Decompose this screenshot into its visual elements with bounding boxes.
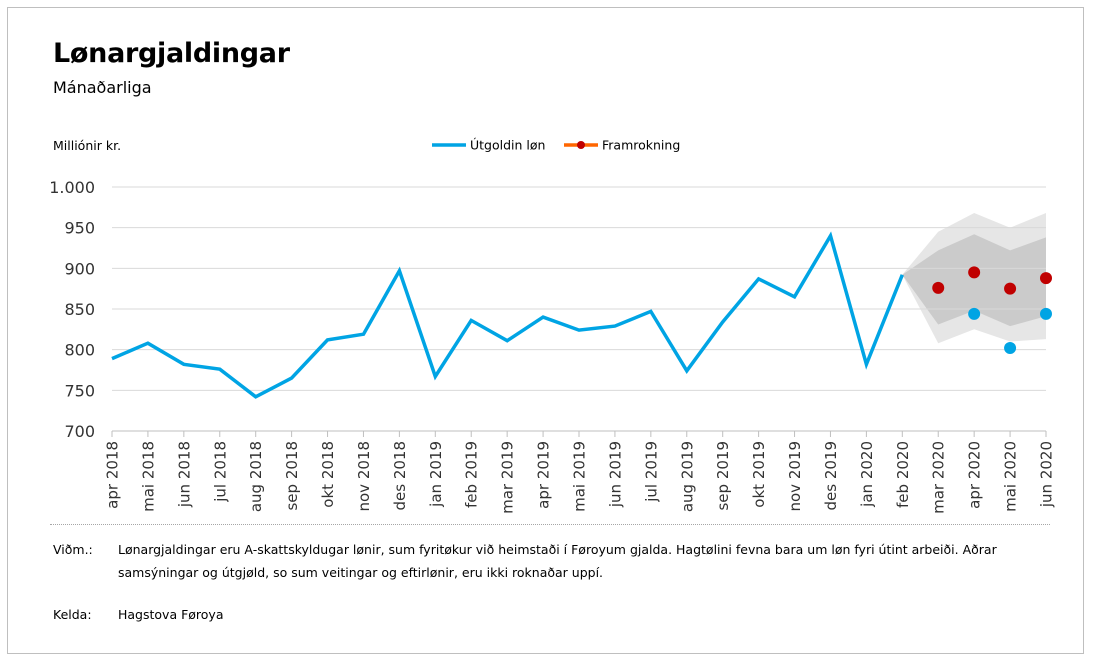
- x-tick-label-mai-2020: mai 2020: [1002, 441, 1020, 512]
- series-lines: [111, 231, 904, 399]
- y-tick-label-1000: 1.000: [49, 178, 95, 197]
- source-text: Hagstova Føroya: [118, 607, 224, 622]
- legend-swatch-framrokning-dot: [577, 141, 585, 149]
- x-tick-label-jan-2019: jan 2019: [427, 441, 445, 508]
- point-utgoldin-lon-mai-2020: [1004, 342, 1017, 355]
- y-tick-label-700: 700: [64, 422, 95, 441]
- x-tick-label-mar-2020: mar 2020: [930, 441, 948, 514]
- x-tick-label-mai-2019: mai 2019: [571, 441, 589, 512]
- legend: Útgoldin løn Framrokning: [432, 138, 680, 153]
- gridlines: [111, 186, 1047, 437]
- chart-frame: [7, 7, 1084, 654]
- x-tick-label-sep-2019: sep 2019: [714, 441, 732, 511]
- legend-label-utgoldin-lon: Útgoldin løn: [470, 138, 545, 153]
- point-framrokning-jun-2020: [1040, 272, 1052, 285]
- point-framrokning-apr-2020: [968, 266, 981, 279]
- forecast-band-inner: [902, 234, 1046, 327]
- point-utgoldin-lon-apr-2020: [968, 307, 981, 320]
- note-line-1: Lønargjaldingar eru A-skattskyldugar løn…: [118, 542, 997, 557]
- point-framrokning-mai-2020: [1004, 282, 1017, 295]
- x-tick-label-jan-2020: jan 2020: [858, 441, 876, 508]
- series-line-utgoldin-lon: [111, 231, 904, 399]
- x-tick-label-jun-2020: jun 2020: [1038, 441, 1056, 508]
- legend-item-framrokning: Framrokning: [564, 138, 680, 153]
- note-line-2: samsýningar og útgjøld, so sum veitingar…: [118, 565, 604, 580]
- x-tick-label-mai-2018: mai 2018: [139, 441, 157, 512]
- legend-label-framrokning: Framrokning: [602, 138, 680, 153]
- x-tick-label-nov-2019: nov 2019: [786, 441, 804, 512]
- point-utgoldin-lon-jun-2020: [1040, 307, 1052, 320]
- note-label: Viðm.:: [53, 542, 93, 557]
- x-tick-label-mar-2019: mar 2019: [499, 441, 517, 514]
- x-tick-label-jun-2018: jun 2018: [175, 441, 193, 508]
- y-tick-label-850: 850: [64, 300, 95, 319]
- y-axis-label: Milliónir kr.: [53, 138, 121, 153]
- x-tick-label-des-2018: des 2018: [391, 441, 409, 511]
- x-tick-label-apr-2020: apr 2020: [966, 441, 984, 509]
- x-tick-label-feb-2020: feb 2020: [894, 441, 912, 508]
- y-tick-label-800: 800: [64, 341, 95, 360]
- x-tick-label-sep-2018: sep 2018: [283, 441, 301, 511]
- y-tick-label-950: 950: [64, 219, 95, 238]
- chart-title: Lønargjaldingar: [53, 38, 290, 69]
- y-tick-labels: 700 750 800 850 900 950 1.000: [49, 178, 95, 441]
- chart-subtitle: Mánaðarliga: [53, 78, 152, 97]
- footer-divider: [50, 524, 1050, 525]
- x-tick-label-jul-2018: jul 2018: [211, 441, 229, 503]
- x-tick-label-feb-2019: feb 2019: [463, 441, 481, 508]
- note-text: Lønargjaldingar eru A-skattskyldugar løn…: [118, 538, 1018, 584]
- x-tick-label-apr-2018: apr 2018: [104, 441, 122, 509]
- x-tick-label-jun-2019: jun 2019: [606, 441, 624, 508]
- series-points: [932, 266, 1052, 355]
- x-tick-label-jul-2019: jul 2019: [642, 441, 660, 503]
- y-tick-label-900: 900: [64, 259, 95, 278]
- source-label: Kelda:: [53, 607, 92, 622]
- x-tick-label-aug-2018: aug 2018: [247, 441, 265, 512]
- point-framrokning-mar-2020: [932, 281, 945, 294]
- x-tick-label-aug-2019: aug 2019: [678, 441, 696, 512]
- y-tick-label-750: 750: [64, 381, 95, 400]
- x-tick-label-okt-2018: okt 2018: [319, 441, 337, 508]
- legend-item-utgoldin-lon: Útgoldin løn: [432, 138, 545, 153]
- x-tick-label-okt-2019: okt 2019: [750, 441, 768, 508]
- x-tick-label-des-2019: des 2019: [822, 441, 840, 511]
- x-tick-label-nov-2018: nov 2018: [355, 441, 373, 512]
- chart-plot: 700 750 800 850 900 950 1.000 apr 2018 mai 2018…: [49, 138, 1056, 514]
- x-tick-label-apr-2019: apr 2019: [535, 441, 553, 509]
- x-tick-labels: apr 2018 mai 2018 jun 2018 jul 2018 aug 2018…: [104, 441, 1056, 514]
